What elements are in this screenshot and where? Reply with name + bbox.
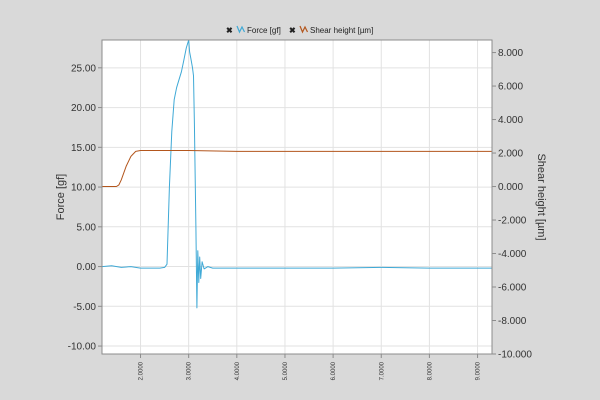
y-left-tick-label: 0.00 (77, 262, 97, 273)
y-right-tick-label: 2.000 (498, 149, 523, 160)
y-left-tick-label: 25.00 (71, 63, 96, 74)
y-right-tick-label: 8.000 (498, 48, 523, 59)
right-axis-ticks: -10.000 -8.000 -6.000 -4.000 -2.000 0.000 2.00… (492, 48, 532, 361)
y-left-axis-title: Force [gf] (55, 174, 67, 220)
x-tick-label: 8.0000 (427, 361, 433, 380)
y-grid (102, 67, 492, 347)
y-right-tick-label: -2.000 (498, 216, 527, 227)
y-right-tick-label: -8.000 (498, 316, 527, 327)
legend: ✖ Force [gf] ✖ Shear height [µm] (226, 25, 373, 35)
legend-toggle-icon[interactable]: ✖ (226, 26, 233, 35)
x-tick-label: 9.0000 (476, 361, 482, 380)
legend-label-force: Force [gf] (247, 26, 281, 35)
y-right-axis-title: Shear height [µm] (535, 153, 547, 240)
series-line-shear-height-m (102, 150, 492, 187)
x-tick-label: 4.0000 (235, 361, 241, 380)
x-tick-label: 5.0000 (283, 361, 289, 380)
y-right-tick-label: 0.000 (498, 182, 523, 193)
y-left-tick-label: -5.00 (73, 302, 96, 313)
x-tick-label: 6.0000 (331, 361, 337, 380)
x-axis-ticks: 2.0000 3.0000 4.0000 5.0000 6.0000 7.0000 8.00… (139, 354, 482, 380)
y-left-tick-label: 5.00 (77, 222, 97, 233)
x-grid (140, 40, 479, 354)
left-axis-ticks: -10.00 -5.00 0.00 5.00 10.00 15.00 20.00 25.00 (68, 63, 102, 353)
legend-item-force[interactable]: ✖ Force [gf] (226, 25, 281, 35)
legend-swatch-force (236, 25, 246, 34)
x-tick-label: 7.0000 (379, 361, 385, 380)
x-tick-label: 2.0000 (139, 361, 145, 380)
y-left-tick-label: 20.00 (71, 103, 96, 114)
y-right-tick-label: -10.000 (498, 350, 532, 361)
legend-swatch-shear-height (299, 25, 309, 34)
plot-border (101, 39, 493, 355)
y-left-tick-label: -10.00 (68, 342, 97, 353)
legend-label-shear-height: Shear height [µm] (310, 26, 373, 35)
y-left-tick-label: 15.00 (71, 143, 96, 154)
series-layer (101, 39, 492, 309)
x-tick-label: 3.0000 (187, 361, 193, 380)
legend-toggle-icon[interactable]: ✖ (289, 26, 296, 35)
y-right-tick-label: -4.000 (498, 249, 527, 260)
plot-background (102, 40, 492, 354)
y-right-tick-label: 6.000 (498, 82, 523, 93)
y-right-tick-label: 4.000 (498, 115, 523, 126)
y-right-tick-label: -6.000 (498, 283, 527, 294)
series-line-force-gf (101, 39, 492, 309)
y-left-tick-label: 10.00 (71, 183, 96, 194)
legend-item-shear-height[interactable]: ✖ Shear height [µm] (289, 25, 373, 35)
